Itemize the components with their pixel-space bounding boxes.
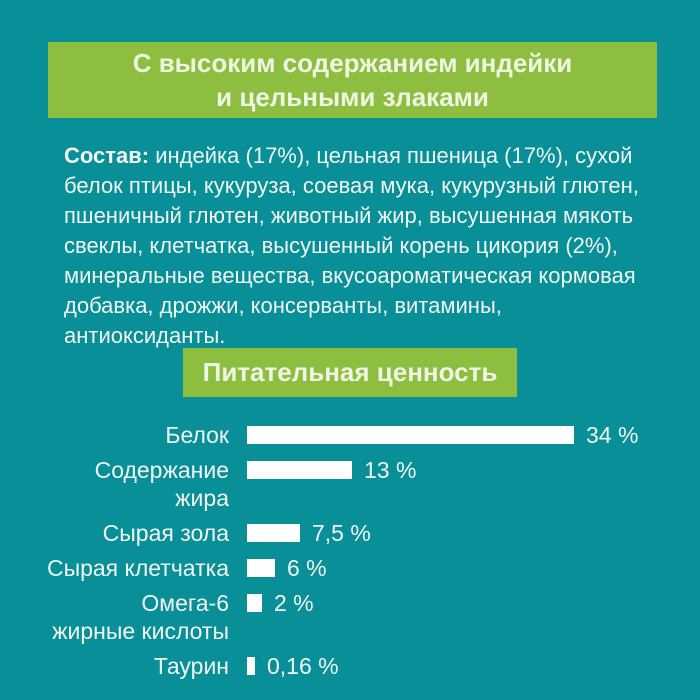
chart-row-label: Омега-6 жирные кислоты bbox=[40, 589, 247, 645]
chart-row-label-line: Омега-6 bbox=[141, 590, 229, 616]
chart-bar-wrap: 2 % bbox=[247, 589, 314, 617]
chart-bar-wrap: 34 % bbox=[247, 421, 638, 449]
chart-bar bbox=[247, 657, 255, 675]
chart-bar-wrap: 13 % bbox=[247, 456, 416, 484]
chart-bar-value: 0,16 % bbox=[267, 653, 339, 679]
chart-bar-wrap: 7,5 % bbox=[247, 519, 371, 547]
chart-bar bbox=[247, 594, 262, 612]
chart-row-label-line: Таурин bbox=[153, 653, 229, 679]
chart-row: Содержание жира 13 % bbox=[40, 456, 680, 512]
chart-row-label-line: Содержание жира bbox=[94, 457, 229, 511]
chart-bar bbox=[247, 559, 275, 577]
composition-text: Состав: индейка (17%), цельная пшеница (… bbox=[64, 141, 649, 351]
chart-bar bbox=[247, 461, 352, 479]
chart-row-label-line: жирные кислоты bbox=[52, 618, 229, 644]
chart-bar-value: 6 % bbox=[287, 555, 327, 581]
chart-bar-value: 13 % bbox=[364, 457, 417, 483]
chart-row-label: Содержание жира bbox=[40, 456, 247, 512]
chart-bar-value: 2 % bbox=[274, 590, 314, 616]
nutrition-chart: Белок 34 % Содержание жира 13 % Сырая зола 7,… bbox=[40, 421, 680, 687]
nutrition-banner-title: Питательная ценность bbox=[202, 357, 498, 387]
chart-row-label: Таурин bbox=[40, 652, 247, 680]
chart-bar bbox=[247, 524, 300, 542]
header-banner-line-1: С высоким содержанием индейки bbox=[132, 48, 573, 78]
chart-row: Белок 34 % bbox=[40, 421, 680, 449]
chart-bar-wrap: 6 % bbox=[247, 554, 327, 582]
composition-label: Состав: bbox=[64, 143, 150, 168]
nutrition-banner: Питательная ценность bbox=[183, 348, 517, 397]
chart-row-label: Сырая клетчатка bbox=[40, 554, 247, 582]
header-banner-line-2: и цельными злаками bbox=[216, 82, 489, 112]
chart-row: Сырая клетчатка 6 % bbox=[40, 554, 680, 582]
composition-body: индейка (17%), цельная пшеница (17%), су… bbox=[64, 143, 639, 348]
chart-row: Таурин 0,16 % bbox=[40, 652, 680, 680]
chart-row-label: Сырая зола bbox=[40, 519, 247, 547]
chart-bar-value: 34 % bbox=[586, 422, 639, 448]
chart-bar-value: 7,5 % bbox=[312, 520, 371, 546]
chart-row-label-line: Сырая зола bbox=[102, 520, 229, 546]
chart-row-label-line: Сырая клетчатка bbox=[46, 555, 229, 581]
chart-bar-wrap: 0,16 % bbox=[247, 652, 339, 680]
chart-row: Омега-6 жирные кислоты 2 % bbox=[40, 589, 680, 645]
chart-row: Сырая зола 7,5 % bbox=[40, 519, 680, 547]
header-banner: С высоким содержанием индейки и цельными… bbox=[48, 42, 657, 118]
chart-row-label-line: Белок bbox=[165, 422, 229, 448]
chart-row-label: Белок bbox=[40, 421, 247, 449]
chart-bar bbox=[247, 426, 574, 444]
